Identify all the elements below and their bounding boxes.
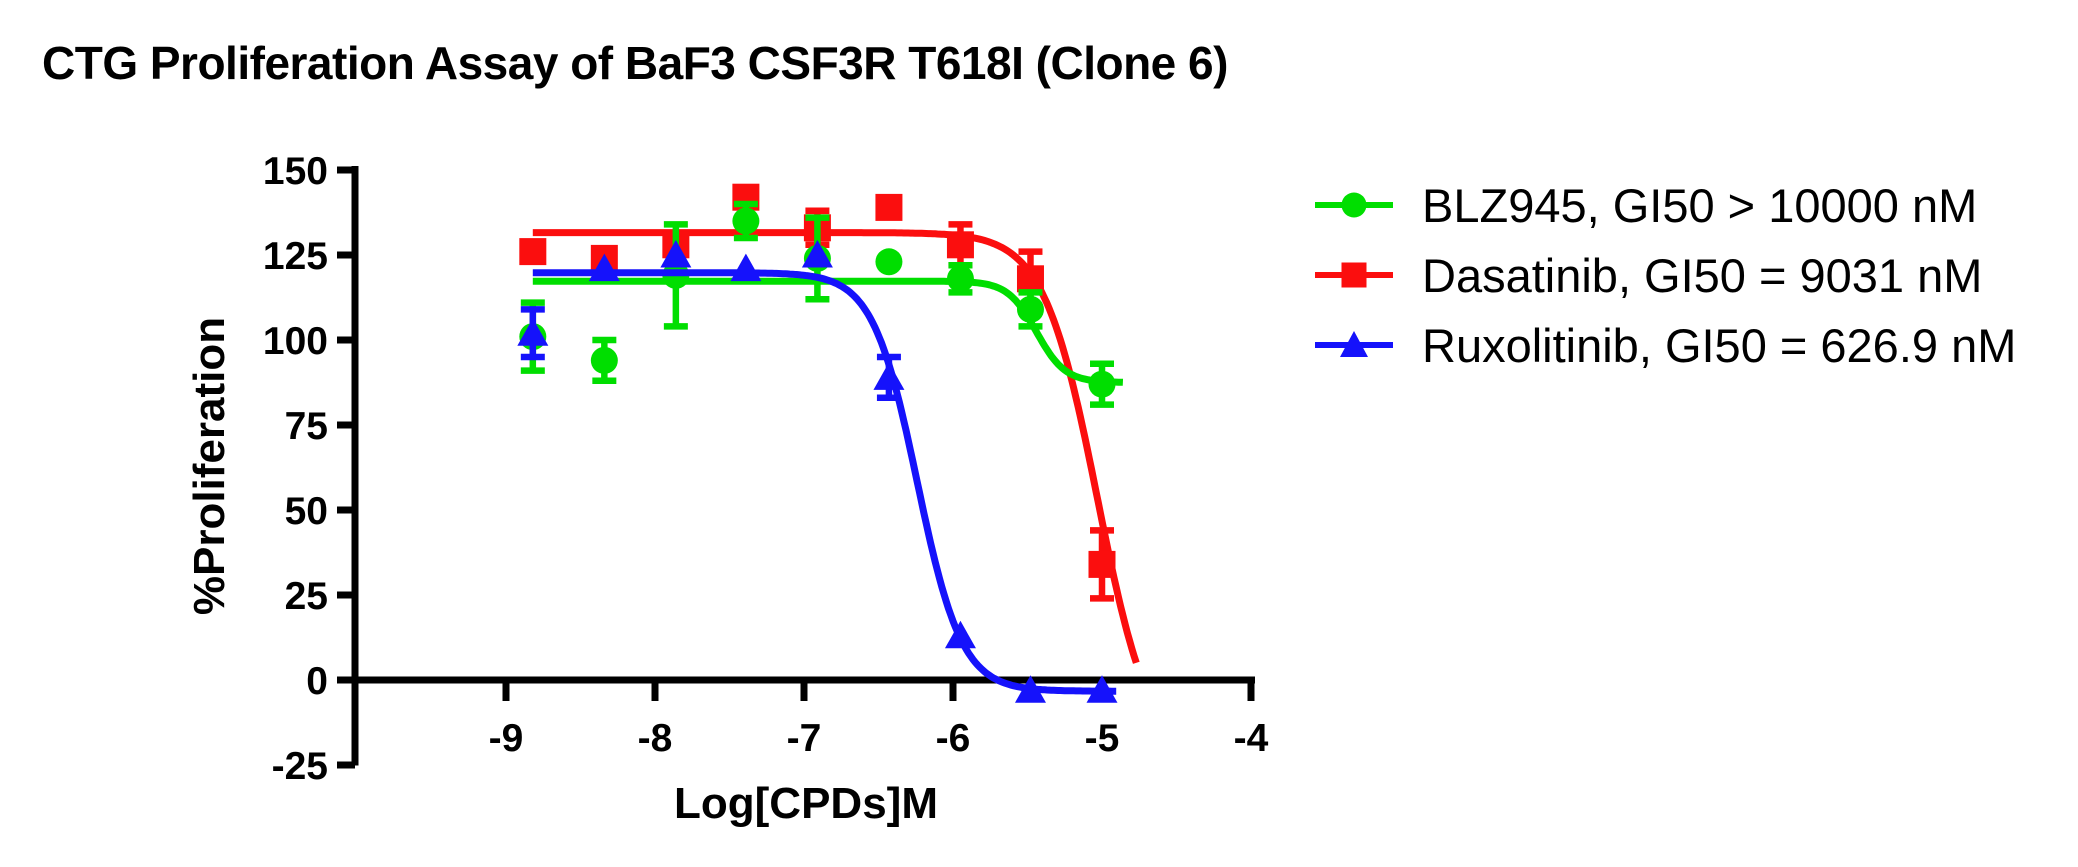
x-tick-label: -9 [489, 717, 524, 760]
data-point [875, 248, 903, 276]
legend-label-blz945: BLZ945, GI50 > 10000 nM [1422, 178, 1978, 232]
data-point [588, 253, 620, 282]
data-point [517, 318, 549, 346]
circle-marker-icon [1341, 192, 1367, 218]
circle-marker-icon [946, 265, 974, 293]
data-point [946, 231, 974, 259]
data-point [732, 207, 760, 235]
data-point [1016, 295, 1044, 323]
data-point [944, 620, 976, 649]
data-point [801, 240, 833, 268]
data-point [946, 265, 974, 293]
circle-marker-icon [1088, 370, 1116, 398]
square-marker-icon [946, 231, 974, 259]
y-tick-label: 150 [263, 150, 328, 193]
series-ruxolitinib [517, 240, 1118, 703]
legend-row-ruxolitinib: Ruxolitinib, GI50 = 626.9 nM [1312, 310, 2016, 380]
circle-marker-icon [590, 346, 618, 374]
y-tick-label: 125 [263, 235, 328, 278]
y-axis-title: %Proliferation [185, 317, 234, 615]
circle-marker-icon [875, 248, 903, 276]
y-tick-label: 0 [306, 660, 328, 703]
circle-marker-icon [1315, 192, 1393, 218]
triangle-marker-icon [517, 318, 549, 346]
fit-curve [532, 229, 1140, 664]
triangle-marker-icon [801, 240, 833, 268]
axes: 150 125 100 75 50 25 0 -25 -9 -8 -7 -6 -5 -4 Log[CPDs]… [185, 150, 1269, 828]
data-point [873, 362, 905, 390]
circle-marker-icon [1016, 295, 1044, 323]
data-point [660, 240, 692, 268]
y-tick-label: 100 [263, 320, 328, 363]
square-marker-icon [875, 193, 903, 221]
legend: BLZ945, GI50 > 10000 nM Dasatinib, GI50 … [1312, 170, 2016, 380]
square-marker-icon [1088, 550, 1116, 578]
legend-row-dasatinib: Dasatinib, GI50 = 9031 nM [1312, 240, 2016, 310]
x-axis-title: Log[CPDs]M [674, 779, 938, 828]
data-point [1088, 370, 1116, 398]
legend-row-blz945: BLZ945, GI50 > 10000 nM [1312, 170, 2016, 240]
data-point [590, 346, 618, 374]
triangle-marker-icon [944, 620, 976, 649]
data-point [1016, 265, 1044, 293]
triangle-marker-icon [730, 253, 762, 282]
fit-curve [532, 269, 1117, 695]
x-tick-label: -7 [787, 717, 822, 760]
triangle-marker-icon [1315, 331, 1393, 357]
triangle-marker-icon [588, 253, 620, 282]
data-point [1088, 550, 1116, 578]
series-dasatinib [519, 183, 1140, 664]
x-tick-label: -8 [638, 717, 673, 760]
legend-label-dasatinib: Dasatinib, GI50 = 9031 nM [1422, 248, 1983, 302]
data-point [519, 238, 547, 266]
y-tick-label: -25 [272, 745, 328, 788]
x-tick-label: -6 [936, 717, 971, 760]
square-marker-icon [519, 238, 547, 266]
x-tick-label: -5 [1085, 717, 1120, 760]
legend-label-ruxolitinib: Ruxolitinib, GI50 = 626.9 nM [1422, 318, 2017, 372]
data-point [1014, 675, 1046, 703]
square-marker-icon [1341, 262, 1367, 288]
chart-title: CTG Proliferation Assay of BaF3 CSF3R T6… [42, 37, 1228, 89]
data-point [1086, 675, 1118, 703]
triangle-marker-icon [660, 240, 692, 268]
data-point [875, 193, 903, 221]
triangle-marker-icon [1014, 675, 1046, 703]
x-tick-label: -4 [1234, 717, 1269, 760]
data-point [730, 253, 762, 282]
triangle-marker-icon [1340, 331, 1368, 357]
y-tick-label: 25 [285, 575, 328, 618]
triangle-marker-icon [873, 362, 905, 390]
square-marker-icon [1016, 265, 1044, 293]
y-tick-label: 50 [285, 490, 328, 533]
square-marker-icon [1315, 262, 1393, 288]
circle-marker-icon [732, 207, 760, 235]
triangle-marker-icon [1086, 675, 1118, 703]
y-tick-label: 75 [285, 405, 328, 448]
